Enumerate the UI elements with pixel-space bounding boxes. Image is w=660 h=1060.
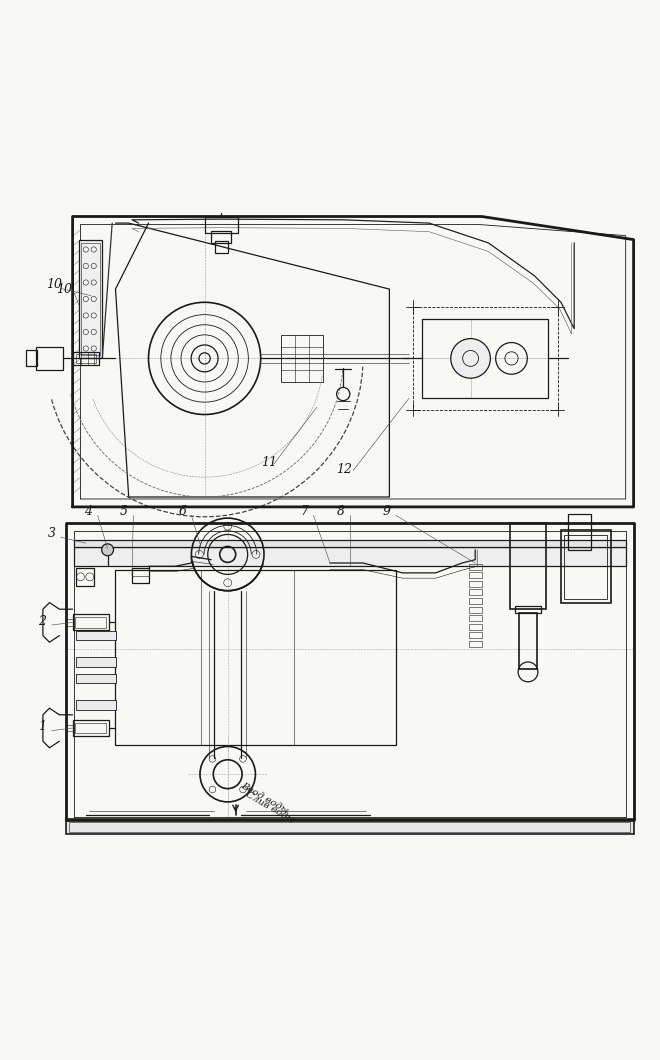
Bar [205, 216, 238, 233]
Text: 5: 5 [120, 506, 128, 518]
Bar [211, 231, 231, 243]
Bar [568, 513, 591, 550]
Text: Ввод воды: Ввод воды [240, 780, 290, 815]
Text: 2: 2 [38, 615, 46, 628]
Text: 11: 11 [261, 456, 277, 469]
Bar [214, 241, 228, 252]
Text: 10: 10 [56, 283, 72, 296]
Bar [115, 569, 396, 744]
Bar [510, 524, 546, 610]
Bar [36, 347, 63, 370]
Text: 3: 3 [48, 527, 55, 540]
Bar [422, 319, 548, 398]
Bar [564, 534, 607, 599]
Bar [469, 623, 482, 630]
Bar [75, 617, 106, 628]
Text: 10: 10 [46, 278, 62, 292]
Bar [75, 723, 106, 734]
Bar [469, 641, 482, 647]
Circle shape [451, 338, 490, 378]
Bar [73, 352, 99, 365]
Bar [280, 335, 323, 382]
Bar [66, 725, 73, 731]
Text: 1: 1 [38, 721, 46, 734]
Text: 12: 12 [337, 463, 352, 476]
Bar [69, 822, 630, 832]
Text: Слив воды: Слив воды [244, 790, 295, 825]
Bar [469, 564, 482, 569]
Bar [469, 581, 482, 587]
Text: 9: 9 [383, 506, 391, 518]
Bar [74, 547, 626, 566]
Bar [132, 568, 148, 583]
Bar [66, 619, 73, 625]
Bar [76, 657, 116, 667]
Text: 8: 8 [337, 506, 345, 518]
Bar [66, 819, 634, 833]
Bar [469, 589, 482, 596]
Bar [76, 354, 96, 363]
Bar [469, 615, 482, 621]
Bar [76, 631, 116, 640]
Bar [73, 615, 109, 631]
Bar [469, 633, 482, 638]
Circle shape [102, 544, 114, 555]
Bar [74, 540, 626, 547]
Text: 6: 6 [178, 506, 186, 518]
Bar [469, 598, 482, 604]
Bar [561, 530, 610, 602]
Bar [73, 720, 109, 736]
Bar [469, 606, 482, 613]
Text: 7: 7 [300, 506, 308, 518]
Bar [515, 606, 541, 613]
Bar [81, 243, 100, 355]
Text: 4: 4 [84, 506, 92, 518]
Bar [412, 307, 558, 410]
Bar [469, 572, 482, 578]
Bar [26, 351, 37, 367]
Bar [76, 567, 94, 586]
Bar [519, 613, 537, 669]
Bar [76, 701, 116, 709]
Bar [79, 240, 102, 358]
Bar [76, 674, 116, 683]
